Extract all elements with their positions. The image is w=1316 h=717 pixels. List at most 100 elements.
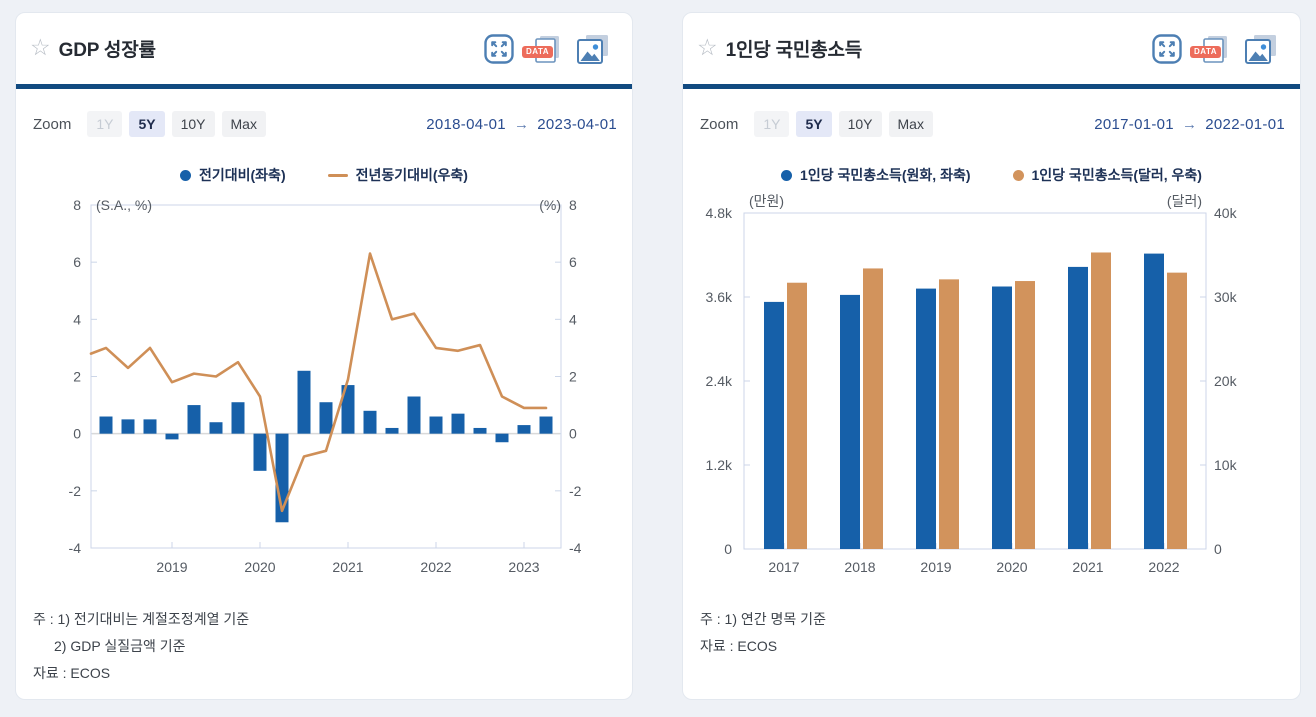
zoom-10y-button[interactable]: 10Y [171,111,215,137]
favorite-star-icon[interactable]: ☆ [30,34,51,60]
svg-text:0: 0 [724,541,732,557]
svg-text:2021: 2021 [332,559,363,575]
svg-text:20k: 20k [1214,373,1238,389]
svg-text:10k: 10k [1214,457,1238,473]
note-line: 주 : 1) 전기대비는 계절조정계열 기준 [33,611,250,627]
svg-text:-4: -4 [569,540,582,556]
range-toolbar: Zoom 1Y 5Y 10Y Max 2017-01-01 → 2022-01-01 [700,110,1285,138]
image-icon [1245,35,1278,68]
gdp-growth-chart[interactable]: 8 8 6 6 4 4 2 2 0 0 -2 -2 -4 -4 (S.A., %) (%) 2019 2020 20… [16,191,634,576]
svg-text:2022: 2022 [1148,559,1179,575]
svg-text:2019: 2019 [156,559,187,575]
date-range: 2018-04-01 → 2023-04-01 [426,116,617,133]
date-range: 2017-01-01 → 2022-01-01 [1094,116,1285,133]
svg-text:(S.A., %): (S.A., %) [96,197,152,213]
panel-title: 1인당 국민총소득 [725,40,863,61]
zoom-5y-button[interactable]: 5Y [129,111,165,137]
svg-text:6: 6 [569,254,577,270]
legend-item-gni-usd[interactable]: 1인당 국민총소득(달러, 우축) [1012,165,1202,185]
legend-item-gni-krw[interactable]: 1인당 국민총소득(원화, 좌축) [781,165,971,185]
gni-per-capita-panel: ☆ 1인당 국민총소득 DATA Zoom 1Y 5Y 10Y Max 2017… [682,12,1301,700]
svg-text:2020: 2020 [996,559,1027,575]
panel-title: GDP 성장률 [58,40,156,61]
source-line: 자료 : ECOS [700,638,778,654]
svg-text:-2: -2 [69,483,82,499]
svg-text:4.8k: 4.8k [706,205,733,221]
svg-text:8: 8 [569,197,577,213]
legend-circle-marker-icon [781,169,793,181]
svg-text:2.4k: 2.4k [706,373,733,389]
gni-chart[interactable]: 4.8k 3.6k 2.4k 1.2k 0 40k 30k 20k 10k 0 (만원) (달러) 20… [683,191,1302,576]
legend-line-marker-icon [327,173,348,177]
zoom-max-button[interactable]: Max [888,111,933,137]
zoom-max-button[interactable]: Max [221,111,266,137]
image-download-button[interactable] [1245,34,1278,64]
date-range-arrow: → [513,115,530,133]
data-download-button[interactable]: DATA [1190,35,1231,64]
svg-text:2019: 2019 [920,559,951,575]
header-divider [683,84,1300,89]
svg-text:4: 4 [73,311,81,327]
svg-text:40k: 40k [1214,205,1238,221]
legend-circle-marker-icon [1012,169,1024,181]
panel-header: ☆ GDP 성장률 DATA [16,13,632,84]
header-icon-group: DATA [1152,34,1278,64]
svg-text:(만원): (만원) [749,193,784,209]
expand-button[interactable] [1152,34,1182,64]
zoom-1y-button[interactable]: 1Y [87,111,123,137]
chart-legend: 전기대비(좌축) 전년동기대비(우축) [16,164,632,186]
expand-button[interactable] [484,34,514,64]
data-badge: DATA [522,45,554,58]
panel-header: ☆ 1인당 국민총소득 DATA [683,13,1300,84]
chart-legend: 1인당 국민총소득(원화, 좌축) 1인당 국민총소득(달러, 우축) [683,164,1300,186]
legend-label: 전기대비(좌축) [199,167,286,183]
data-download-button[interactable]: DATA [522,35,563,64]
zoom-5y-button[interactable]: 5Y [796,111,832,137]
svg-text:6: 6 [73,254,81,270]
range-toolbar: Zoom 1Y 5Y 10Y Max 2018-04-01 → 2023-04-01 [33,110,617,138]
svg-text:2021: 2021 [1072,559,1103,575]
svg-text:2018: 2018 [844,559,875,575]
expand-icon [1152,34,1182,68]
note-line: 주 : 1) 연간 명목 기준 [700,611,826,627]
source-line: 자료 : ECOS [33,665,111,681]
expand-icon [484,34,514,68]
svg-text:0: 0 [569,426,577,442]
gdp-growth-panel: ☆ GDP 성장률 DATA Zoom 1Y 5Y 10Y Max 2018-0… [15,12,633,700]
zoom-10y-button[interactable]: 10Y [838,111,882,137]
legend-label: 전년동기대비(우축) [355,167,468,183]
image-download-button[interactable] [577,34,610,64]
data-badge: DATA [1190,45,1222,58]
legend-circle-marker-icon [180,169,191,181]
date-range-arrow: → [1181,115,1198,133]
date-to-input[interactable]: 2023-04-01 [537,115,617,133]
svg-text:(%): (%) [539,197,561,213]
svg-text:4: 4 [569,311,577,327]
svg-text:8: 8 [73,197,81,213]
chart-notes: 주 : 1) 전기대비는 계절조정계열 기준 2) GDP 실질금액 기준 자료… [33,606,249,687]
svg-text:(달러): (달러) [1167,193,1202,209]
svg-text:2: 2 [73,369,81,385]
svg-text:1.2k: 1.2k [706,457,733,473]
legend-label: 1인당 국민총소득(달러, 우축) [1031,167,1202,183]
svg-text:30k: 30k [1214,289,1238,305]
legend-item-yoy[interactable]: 전년동기대비(우축) [327,165,468,185]
svg-text:2023: 2023 [508,559,539,575]
svg-text:2: 2 [569,369,577,385]
date-to-input[interactable]: 2022-01-01 [1205,115,1285,133]
svg-text:2022: 2022 [420,559,451,575]
note-line: 2) GDP 실질금액 기준 [54,638,186,654]
svg-text:2017: 2017 [768,559,799,575]
legend-label: 1인당 국민총소득(원화, 좌축) [800,167,971,183]
header-icon-group: DATA [484,34,610,64]
header-divider [16,84,632,89]
svg-text:3.6k: 3.6k [706,289,733,305]
date-from-input[interactable]: 2017-01-01 [1094,115,1174,133]
date-from-input[interactable]: 2018-04-01 [426,115,506,133]
zoom-1y-button[interactable]: 1Y [754,111,790,137]
legend-item-qoq[interactable]: 전기대비(좌축) [180,165,286,185]
svg-text:0: 0 [73,426,81,442]
zoom-label: Zoom [33,115,72,133]
favorite-star-icon[interactable]: ☆ [697,34,718,60]
image-icon [577,35,610,68]
